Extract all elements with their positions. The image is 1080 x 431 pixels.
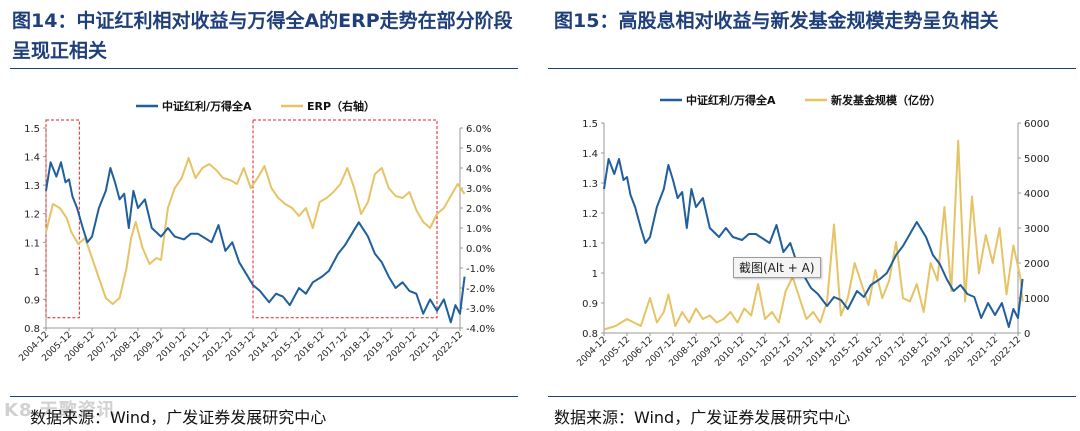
right-y-tick-label: 0 <box>1024 329 1030 340</box>
right-y-tick-label: 2000 <box>1024 259 1049 270</box>
left-y-tick-label: 0.9 <box>24 295 40 306</box>
legend-label: 中证红利/万得全A <box>162 99 252 113</box>
left-y-tick-label: 1.3 <box>582 179 598 190</box>
left-y-tick-label: 0.8 <box>582 329 598 340</box>
right-y-tick-label: 3000 <box>1024 224 1049 235</box>
left-y-tick-label: 1.5 <box>24 124 40 135</box>
right-source-divider <box>548 396 1076 397</box>
legend-label: 新发基金规模（亿份） <box>831 93 941 107</box>
left-y-tick-label: 1.1 <box>582 239 598 250</box>
series-line-relative-return <box>45 161 466 324</box>
right-y-tick-label: 6000 <box>1024 119 1049 130</box>
right-source-note: 数据来源：Wind，广发证券发展研究中心 <box>554 408 851 427</box>
highlight-box <box>45 119 80 319</box>
left-y-tick-label: 1.2 <box>24 210 40 221</box>
highlight-box <box>252 119 438 319</box>
left-y-tick-label: 1.4 <box>24 153 40 164</box>
right-chart: 0.8 0.9 1 1.1 1.2 1.3 1.4 1.5 0 1000 2000 3000 4000 5… <box>575 93 1049 369</box>
watermark-logo: K8 天歌资讯 <box>4 400 116 421</box>
right-y-tick-label: -4.0% <box>466 324 495 335</box>
series-line-relative-return <box>603 158 1024 328</box>
right-y-tick-label: 1000 <box>1024 294 1049 305</box>
right-figure-panel: 图15：高股息相对收益与新发基金规模走势呈负相关 0.8 0.9 1 1.1 1.2 1.… <box>548 0 1080 431</box>
left-source-note: 数据来源：Wind，广发证券发展研究中心 <box>30 408 327 427</box>
left-y-tick-label: 1 <box>34 267 40 278</box>
left-y-tick-label: 1.1 <box>24 238 40 249</box>
right-y-tick-label: 1.0% <box>466 224 491 235</box>
right-figure-title: 图15：高股息相对收益与新发基金规模走势呈负相关 <box>554 10 999 32</box>
right-y-tick-label: 2.0% <box>466 204 491 215</box>
left-y-tick-label: 1.4 <box>582 149 598 160</box>
right-y-tick-label: -3.0% <box>466 304 495 315</box>
left-title-divider <box>10 68 518 69</box>
series-line-secondary <box>45 157 466 305</box>
right-y-tick-label: -2.0% <box>466 284 495 295</box>
right-title-divider <box>548 68 1076 69</box>
series-line-secondary <box>603 139 1024 331</box>
left-source-divider <box>10 396 518 397</box>
left-chart: 0.8 0.9 1 1.1 1.2 1.3 1.4 1.5 -4.0% -3.0% -2.0% -1.… <box>17 99 495 364</box>
legend-label: 中证红利/万得全A <box>686 93 776 107</box>
screenshot-tooltip: 截图(Alt + A) <box>733 257 821 278</box>
left-y-tick-label: 0.9 <box>582 299 598 310</box>
right-y-tick-label: -1.0% <box>466 264 495 275</box>
right-y-tick-label: 4000 <box>1024 189 1049 200</box>
left-y-tick-label: 1.3 <box>24 181 40 192</box>
left-figure-title: 图14：中证红利相对收益与万得全A的ERP走势在部分阶段呈现正相关 <box>12 10 513 62</box>
legend-label: ERP（右轴） <box>307 99 375 113</box>
left-y-tick-label: 1.2 <box>582 209 598 220</box>
left-y-tick-label: 1.5 <box>582 119 598 130</box>
right-y-tick-label: 6.0% <box>466 124 491 135</box>
right-y-tick-label: 0.0% <box>466 244 491 255</box>
left-figure-panel: 图14：中证红利相对收益与万得全A的ERP走势在部分阶段呈现正相关 0.8 0.9… <box>0 0 530 431</box>
left-y-tick-label: 0.8 <box>24 324 40 335</box>
right-y-tick-label: 4.0% <box>466 164 491 175</box>
left-y-tick-label: 1 <box>592 269 598 280</box>
right-y-tick-label: 5.0% <box>466 144 491 155</box>
right-y-tick-label: 3.0% <box>466 184 491 195</box>
right-y-tick-label: 5000 <box>1024 154 1049 165</box>
